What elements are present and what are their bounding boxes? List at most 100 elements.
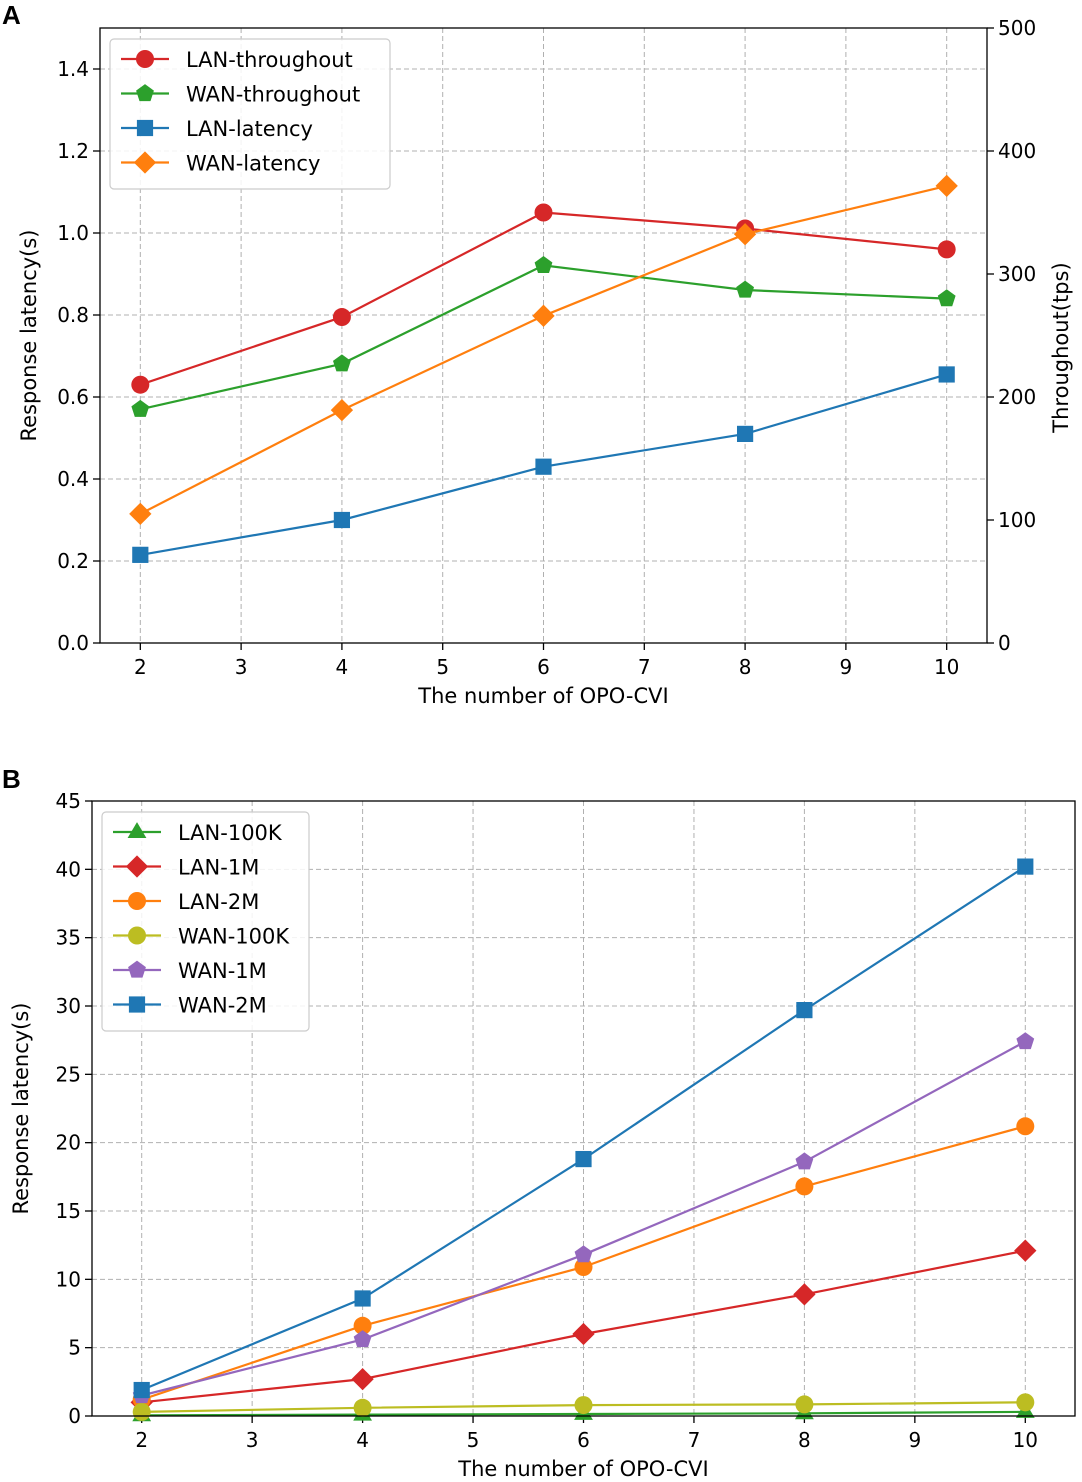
chart-b-point-wan-100k xyxy=(353,1398,372,1417)
chart-a-legend-marker-wan-throughout xyxy=(136,84,154,102)
chart-b-x-tick-label: 4 xyxy=(356,1428,369,1452)
chart-b-legend-label-lan-100k: LAN-100K xyxy=(178,821,283,845)
chart-a-legend: LAN-throughout WAN-throughout LAN-latency W… xyxy=(109,38,391,190)
chart-a-y-tick-label: 0.6 xyxy=(57,385,89,409)
chart-b-y-tick-label: 40 xyxy=(56,857,81,881)
chart-b-x-tick-label: 8 xyxy=(798,1428,811,1452)
chart-b-point-wan-1m xyxy=(795,1152,814,1170)
chart-a-y-right-tick-label: 300 xyxy=(998,262,1036,286)
chart-a-point-lan-latency xyxy=(736,425,754,442)
chart-b-plot-frame xyxy=(91,800,1076,1417)
chart-b-point-lan-1m xyxy=(572,1322,595,1346)
chart-a-legend-label-lan-throughout: LAN-throughout xyxy=(186,48,353,72)
chart-a-point-lan-throughout xyxy=(534,203,553,222)
chart-a-point-lan-latency xyxy=(132,546,149,563)
chart-b-legend-marker-lan-2m xyxy=(128,892,146,910)
chart-a-x-axis-label: The number of OPO-CVI xyxy=(417,684,668,708)
chart-b-legend-label-lan-2m: LAN-2M xyxy=(178,890,259,914)
chart-a-point-lan-latency xyxy=(333,511,351,529)
chart-a-point-wan-throughout xyxy=(131,399,150,417)
chart-b-y-tick-label: 0 xyxy=(68,1404,81,1428)
chart-a-point-lan-latency xyxy=(535,458,552,475)
chart-a-point-wan-latency xyxy=(532,304,555,327)
chart-b-y-tick-label: 20 xyxy=(56,1131,81,1155)
chart-b-point-lan-1m xyxy=(351,1367,374,1391)
chart-b-point-wan-1m xyxy=(1016,1032,1035,1050)
chart-a-x-tick-label: 4 xyxy=(336,655,349,679)
chart-a-y-tick-label: 1.2 xyxy=(57,139,89,163)
chart-b-point-lan-1m xyxy=(793,1283,816,1306)
chart-b-point-wan-100k xyxy=(1016,1393,1035,1412)
chart-b-point-lan-2m xyxy=(795,1177,814,1196)
chart-b-x-tick-label: 3 xyxy=(246,1428,259,1452)
chart-b-x-tick-label: 5 xyxy=(467,1428,480,1452)
chart-a-y-tick-label: 1.0 xyxy=(57,221,89,245)
chart-b-point-wan-100k xyxy=(574,1396,593,1415)
chart-b-y-tick-label: 35 xyxy=(56,926,81,950)
chart-a-legend-label-wan-throughout: WAN-throughout xyxy=(186,83,360,107)
chart-b-x-tick-label: 7 xyxy=(688,1428,701,1452)
chart-a-point-wan-latency xyxy=(733,223,757,246)
chart-a-x-tick-label: 10 xyxy=(934,655,959,679)
chart-b-legend-marker-lan-100k xyxy=(127,822,147,838)
chart-b-legend: LAN-100K LAN-1M LAN-2M WAN-100K WAN-1M WAN-2M xyxy=(101,811,310,1032)
chart-b-legend-label-lan-1m: LAN-1M xyxy=(178,856,259,880)
chart-a-y-tick-label: 0.0 xyxy=(57,631,89,655)
chart-a-plot-frame xyxy=(99,27,988,644)
chart-b-point-wan-2m xyxy=(575,1150,592,1168)
chart-b-x-tick-label: 6 xyxy=(577,1428,590,1452)
chart-a-x-tick-label: 9 xyxy=(840,655,853,679)
chart-b-point-wan-2m xyxy=(796,1002,813,1019)
chart-a-point-lan-latency xyxy=(938,366,955,383)
chart-a-series-wan-throughout xyxy=(131,256,956,417)
chart-b-legend-marker-wan-100k xyxy=(128,926,146,945)
chart-a-point-lan-throughout xyxy=(332,308,351,327)
chart-b-legend-label-wan-100k: WAN-100K xyxy=(178,925,290,949)
chart-a-y-right-tick-label: 400 xyxy=(998,139,1036,163)
panel-label-b: B xyxy=(2,764,21,794)
chart-b-point-wan-2m xyxy=(354,1290,371,1307)
chart-b-point-wan-1m xyxy=(353,1330,372,1347)
chart-b-point-wan-100k xyxy=(795,1395,814,1414)
chart-b-legend-marker-wan-2m xyxy=(128,996,146,1013)
chart-b-y-tick-label: 25 xyxy=(56,1062,81,1086)
panel-label-a: A xyxy=(2,0,21,30)
chart-a-x-tick-label: 3 xyxy=(235,655,248,679)
chart-a-y-axis-label: Response latency(s) xyxy=(17,230,41,442)
chart-b-legend-label-wan-1m: WAN-1M xyxy=(178,959,267,983)
chart-b-point-lan-2m xyxy=(1016,1117,1035,1136)
chart-a-point-wan-throughout xyxy=(333,354,351,372)
chart-a-series-lan-latency xyxy=(132,366,955,563)
chart-a-y-tick-label: 1.4 xyxy=(57,57,89,81)
chart-b-y-tick-label: 30 xyxy=(56,994,81,1018)
chart-a-y-right-tick-label: 100 xyxy=(998,508,1036,532)
chart-a-x-tick-label: 5 xyxy=(436,655,449,679)
chart-b-point-lan-1m xyxy=(1014,1239,1037,1262)
chart-b-y-tick-label: 5 xyxy=(68,1336,81,1360)
chart-a-legend-marker-lan-throughout xyxy=(136,50,154,68)
chart-a-x-tick-label: 7 xyxy=(638,655,651,679)
chart-b-legend-marker-wan-1m xyxy=(128,960,146,978)
chart-a-y-right-tick-label: 200 xyxy=(998,385,1036,409)
chart-a-point-wan-throughout xyxy=(937,289,956,307)
chart-a-chart: 2 3 4 5 6 7 8 9 10 0.0 0.2 0.4 0.6 0.8 1.0 1.2 1.4 0 100 20… xyxy=(17,16,1073,708)
chart-a-legend-box xyxy=(109,38,391,190)
chart-a-x-tick-label: 6 xyxy=(537,655,550,679)
chart-b-y-tick-label: 15 xyxy=(56,1199,81,1223)
chart-a-x-tick-label: 8 xyxy=(739,655,752,679)
chart-b-legend-marker-lan-1m xyxy=(125,855,149,878)
chart-a-y-right-tick-label: 0 xyxy=(998,631,1011,655)
chart-a-point-wan-throughout xyxy=(534,256,553,273)
chart-b-y-tick-label: 45 xyxy=(56,789,81,813)
chart-a-point-wan-throughout xyxy=(736,280,754,298)
chart-a-legend-marker-lan-latency xyxy=(136,119,154,137)
chart-b-y-axis-label: Response latency(s) xyxy=(9,1003,33,1215)
chart-b-series-wan-2m xyxy=(133,858,1034,1399)
chart-b-x-tick-label: 2 xyxy=(135,1428,148,1452)
chart-b-point-lan-2m xyxy=(574,1258,593,1277)
chart-a-legend-label-lan-latency: LAN-latency xyxy=(186,117,313,141)
chart-a-y-tick-label: 0.8 xyxy=(57,303,89,327)
chart-a-series-wan-latency xyxy=(129,174,958,526)
